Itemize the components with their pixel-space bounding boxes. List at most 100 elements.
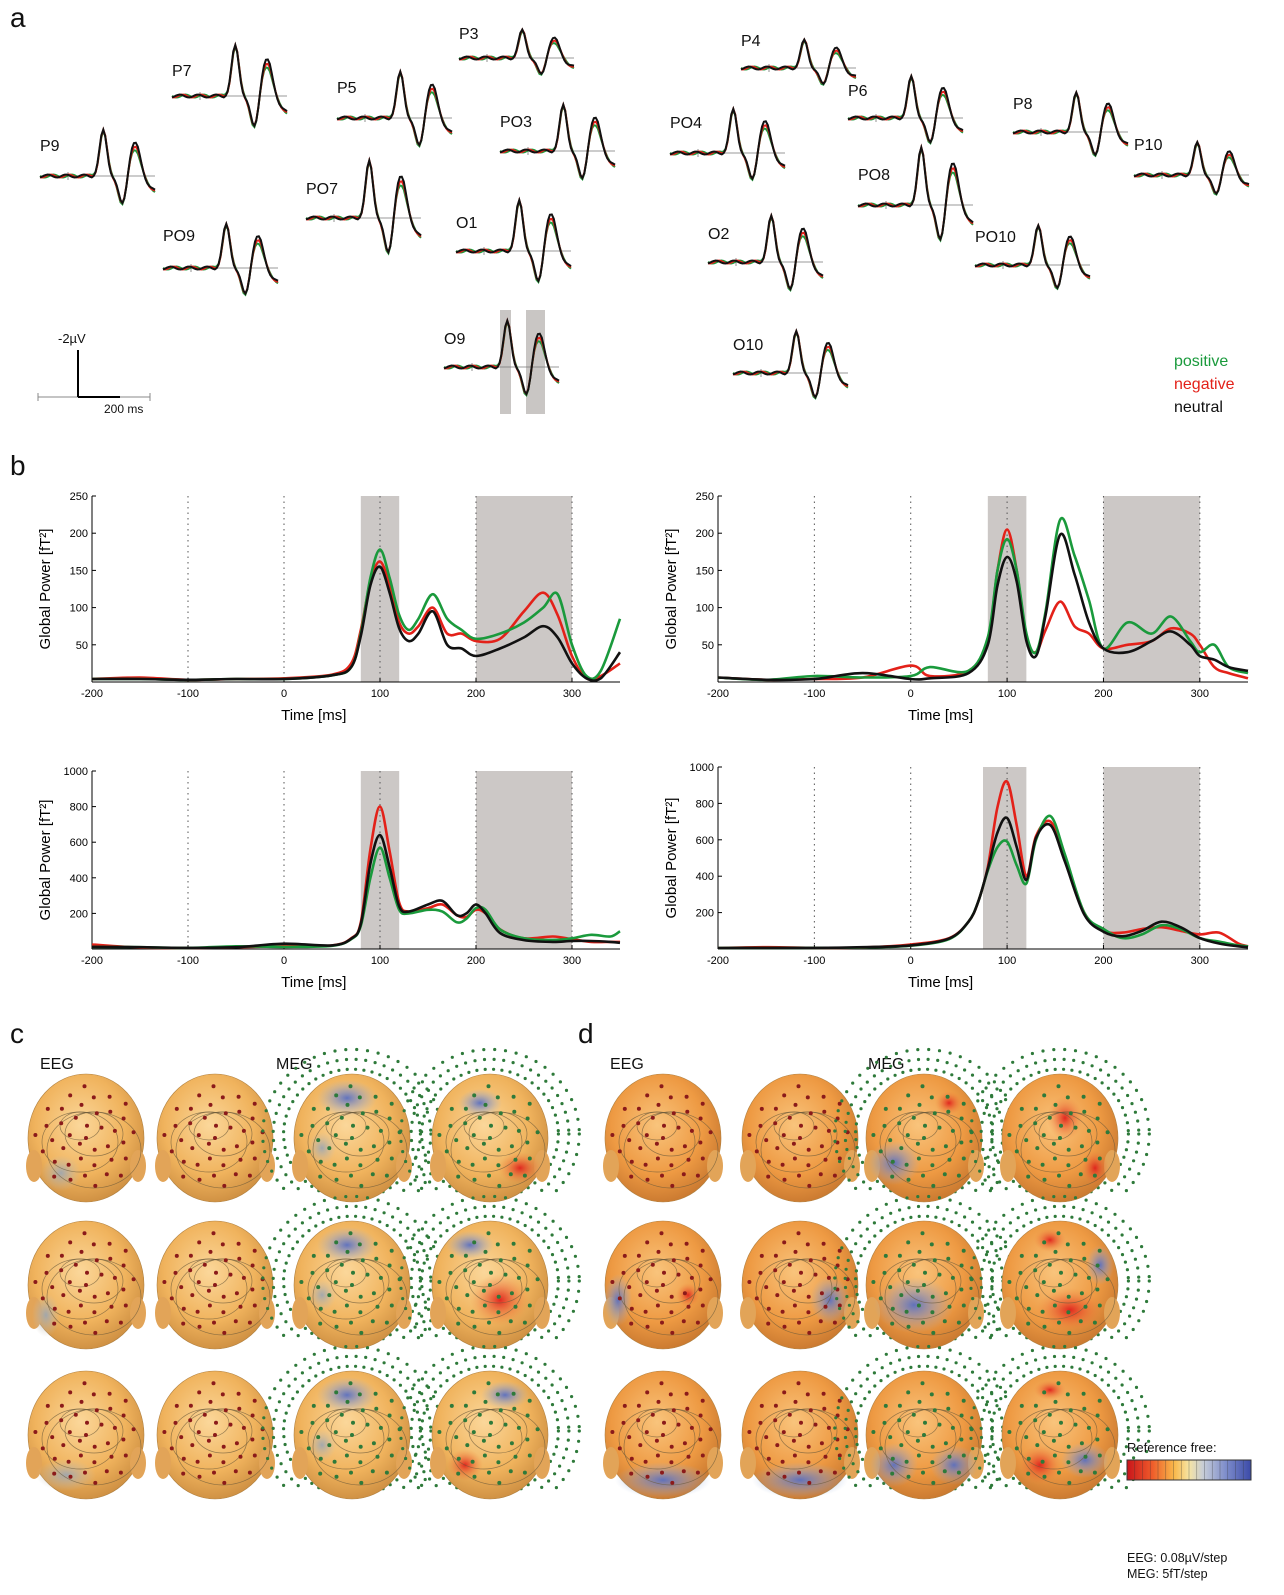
electrode: [481, 1438, 486, 1443]
electrode: [131, 1427, 136, 1432]
meg-sensor: [1041, 1196, 1045, 1200]
electrode: [104, 1469, 109, 1474]
meg-sensor: [534, 1059, 538, 1064]
electrode: [911, 1412, 916, 1417]
electrode: [512, 1406, 517, 1411]
meg-sensor: [455, 1064, 459, 1068]
meg-sensor: [307, 1229, 311, 1233]
meg-sensor: [441, 1060, 445, 1064]
meg-sensor: [431, 1377, 435, 1381]
meg-sensor: [402, 1406, 406, 1410]
y-tick-label: 400: [696, 871, 714, 883]
meg-sensor: [439, 1234, 443, 1238]
meg-sensor: [1124, 1486, 1128, 1490]
electrode: [766, 1321, 771, 1326]
meg-sensor: [401, 1297, 405, 1301]
electrode: [659, 1381, 664, 1386]
meg-sensor: [344, 1204, 349, 1209]
electrode: [465, 1443, 470, 1448]
meg-sensor: [279, 1165, 283, 1169]
contour: [170, 1408, 248, 1470]
meg-sensor: [969, 1426, 973, 1430]
electrode: [463, 1403, 468, 1408]
meg-sensor: [1009, 1087, 1013, 1091]
electrode: [922, 1136, 926, 1140]
meg-sensor: [544, 1376, 548, 1380]
electrode: [196, 1430, 201, 1435]
y-tick-label: 800: [696, 798, 714, 810]
meg-sensor: [558, 1464, 562, 1468]
meg-sensor: [566, 1416, 570, 1420]
meg-sensor: [337, 1215, 341, 1219]
meg-sensor: [412, 1106, 417, 1110]
meg-sensor: [1009, 1234, 1013, 1238]
electrode: [929, 1242, 934, 1247]
series-line-2: [91, 565, 622, 682]
electrode: [636, 1403, 641, 1408]
meg-sensor: [391, 1365, 395, 1369]
electrode: [806, 1444, 811, 1449]
meg-sensor: [969, 1286, 973, 1290]
meg-sensor: [422, 1249, 426, 1253]
meg-sensor: [1146, 1264, 1150, 1268]
meg-sensor: [1022, 1077, 1026, 1081]
meg-sensor: [909, 1365, 913, 1369]
meg-sensor: [514, 1348, 518, 1352]
y-tick-label: 150: [70, 565, 88, 577]
meg-sensor: [412, 1253, 417, 1257]
meg-sensor: [429, 1100, 433, 1104]
meg-sensor: [1094, 1352, 1098, 1356]
electrode: [83, 1470, 87, 1475]
electrode: [1066, 1163, 1071, 1168]
meg-sensor: [1145, 1152, 1149, 1157]
meg-sensor: [432, 1363, 436, 1367]
electrode: [206, 1438, 211, 1443]
meg-sensor: [282, 1242, 286, 1246]
electrode: [316, 1285, 321, 1290]
electrode: [463, 1418, 468, 1423]
contour: [450, 1258, 546, 1336]
meg-sensor: [460, 1198, 464, 1203]
meg-sensor: [277, 1103, 281, 1107]
meg-sensor: [1053, 1067, 1057, 1071]
meg-sensor: [978, 1316, 982, 1320]
erp-trace-po10: [974, 222, 1091, 291]
erp-line-p8-2: [1012, 89, 1129, 157]
electrode: [449, 1253, 454, 1258]
meg-sensor: [421, 1292, 425, 1297]
meg-sensor: [942, 1367, 946, 1371]
meg-sensor: [529, 1068, 533, 1072]
electrode: [1019, 1106, 1024, 1111]
meg-sensor: [270, 1466, 274, 1470]
meg-sensor: [995, 1404, 999, 1408]
meg-sensor: [279, 1228, 283, 1232]
electrode: [1095, 1437, 1100, 1442]
meg-sensor: [1147, 1289, 1151, 1293]
meg-sensor: [508, 1217, 512, 1221]
electrode: [961, 1303, 966, 1308]
meg-sensor: [420, 1095, 424, 1099]
electrode: [921, 1173, 925, 1178]
meg-sensor: [1002, 1363, 1006, 1367]
meg-sensor: [957, 1223, 961, 1228]
meg-sensor: [886, 1374, 890, 1378]
electrode: [1067, 1183, 1072, 1188]
meg-sensor: [996, 1160, 1001, 1164]
electrode: [61, 1293, 66, 1298]
electrode: [325, 1121, 330, 1126]
meg-sensor: [554, 1295, 559, 1299]
meg-sensor: [455, 1361, 459, 1365]
electrode: [387, 1140, 392, 1145]
electrode: [1083, 1304, 1088, 1309]
meg-sensor: [1136, 1416, 1140, 1420]
electrode: [915, 1288, 920, 1293]
meg-sensor: [1137, 1425, 1141, 1429]
meg-sensor: [570, 1395, 574, 1399]
electrode: [813, 1125, 818, 1130]
panel-b-label: b: [10, 450, 26, 481]
meg-sensor: [317, 1064, 321, 1068]
activity-spot: [1036, 1288, 1104, 1332]
electrode: [350, 1433, 354, 1437]
electrode: [360, 1258, 365, 1263]
electrode: [946, 1406, 951, 1411]
